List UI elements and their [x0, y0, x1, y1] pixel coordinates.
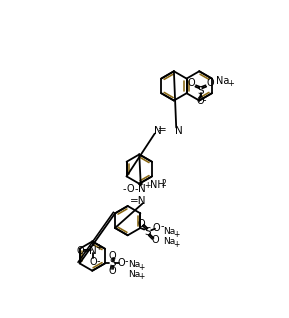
Text: 2: 2 [162, 178, 166, 188]
Text: =N: =N [129, 196, 146, 206]
Text: O: O [196, 96, 204, 106]
Text: =: = [82, 246, 90, 256]
Text: N: N [175, 126, 182, 135]
Text: S: S [145, 227, 151, 237]
Text: -: - [203, 95, 206, 105]
Text: Na: Na [128, 260, 140, 269]
Text: -: - [134, 184, 138, 194]
Text: -: - [122, 184, 126, 194]
Text: N: N [89, 246, 97, 256]
Text: Na: Na [164, 237, 176, 246]
Text: O: O [137, 219, 145, 229]
Text: O: O [109, 266, 116, 276]
Text: -: - [125, 256, 128, 266]
Text: O: O [206, 78, 214, 88]
Text: S: S [197, 86, 204, 95]
Text: Na: Na [216, 76, 229, 86]
Text: NH: NH [150, 180, 165, 190]
Text: O: O [188, 78, 195, 88]
Text: +: + [138, 272, 144, 281]
Text: O: O [77, 246, 85, 256]
Text: =: = [158, 126, 167, 135]
Text: O: O [153, 223, 160, 233]
Text: -: - [160, 221, 164, 231]
Text: O: O [109, 251, 116, 261]
Text: -: - [97, 256, 100, 266]
Text: +: + [95, 243, 102, 252]
Text: +: + [144, 181, 151, 190]
Text: O: O [126, 184, 134, 194]
Text: +: + [173, 239, 180, 248]
Text: S: S [109, 259, 116, 268]
Text: O: O [151, 234, 159, 245]
Text: N: N [138, 184, 146, 194]
Text: Na: Na [164, 227, 176, 236]
Text: +: + [173, 230, 180, 238]
Text: O: O [89, 257, 97, 267]
Text: +: + [227, 79, 234, 88]
Text: N: N [154, 126, 162, 135]
Text: O: O [117, 259, 125, 268]
Text: +: + [138, 263, 144, 272]
Text: Na: Na [128, 270, 140, 279]
